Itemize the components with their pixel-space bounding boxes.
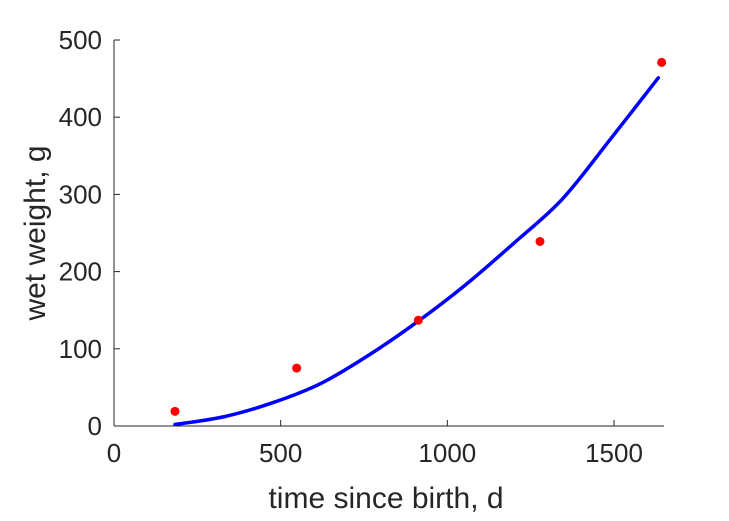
x-tick-label: 0 [107, 438, 121, 468]
series-layer [170, 57, 667, 427]
y-tick-label: 100 [59, 334, 102, 364]
y-tick-label: 400 [59, 102, 102, 132]
data-point [170, 406, 180, 416]
data-point [657, 57, 667, 67]
y-tick-label: 0 [88, 411, 102, 441]
y-tick-label: 500 [59, 25, 102, 55]
y-tick-label: 300 [59, 179, 102, 209]
data-point [292, 363, 302, 373]
axes: 0 500 1000 1500 0 100 200 300 400 500 [59, 25, 664, 468]
x-tick-label: 1500 [585, 438, 643, 468]
y-tick-label: 200 [59, 257, 102, 287]
data-point [413, 315, 423, 325]
x-tick-label: 500 [259, 438, 302, 468]
x-axis-title: time since birth, d [268, 482, 503, 515]
fit-curve [173, 76, 661, 427]
x-tick-label: 1000 [418, 438, 476, 468]
y-axis-title: wet weight, g [19, 145, 52, 321]
data-point [535, 236, 545, 246]
